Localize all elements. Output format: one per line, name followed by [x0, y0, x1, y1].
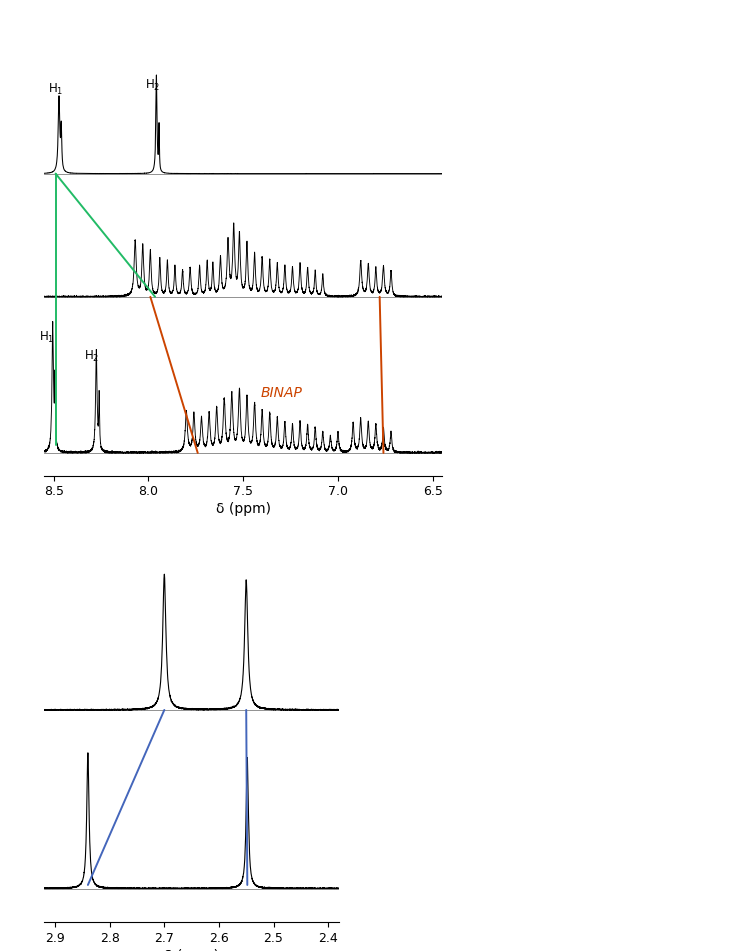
- Text: H$_2$: H$_2$: [145, 78, 161, 93]
- Text: H$_1$: H$_1$: [39, 330, 55, 345]
- X-axis label: δ (ppm): δ (ppm): [164, 949, 219, 951]
- X-axis label: δ (ppm): δ (ppm): [216, 502, 270, 516]
- Text: H$_2$: H$_2$: [84, 348, 99, 363]
- Text: BINAP: BINAP: [260, 386, 302, 400]
- Text: H$_1$: H$_1$: [48, 82, 63, 97]
